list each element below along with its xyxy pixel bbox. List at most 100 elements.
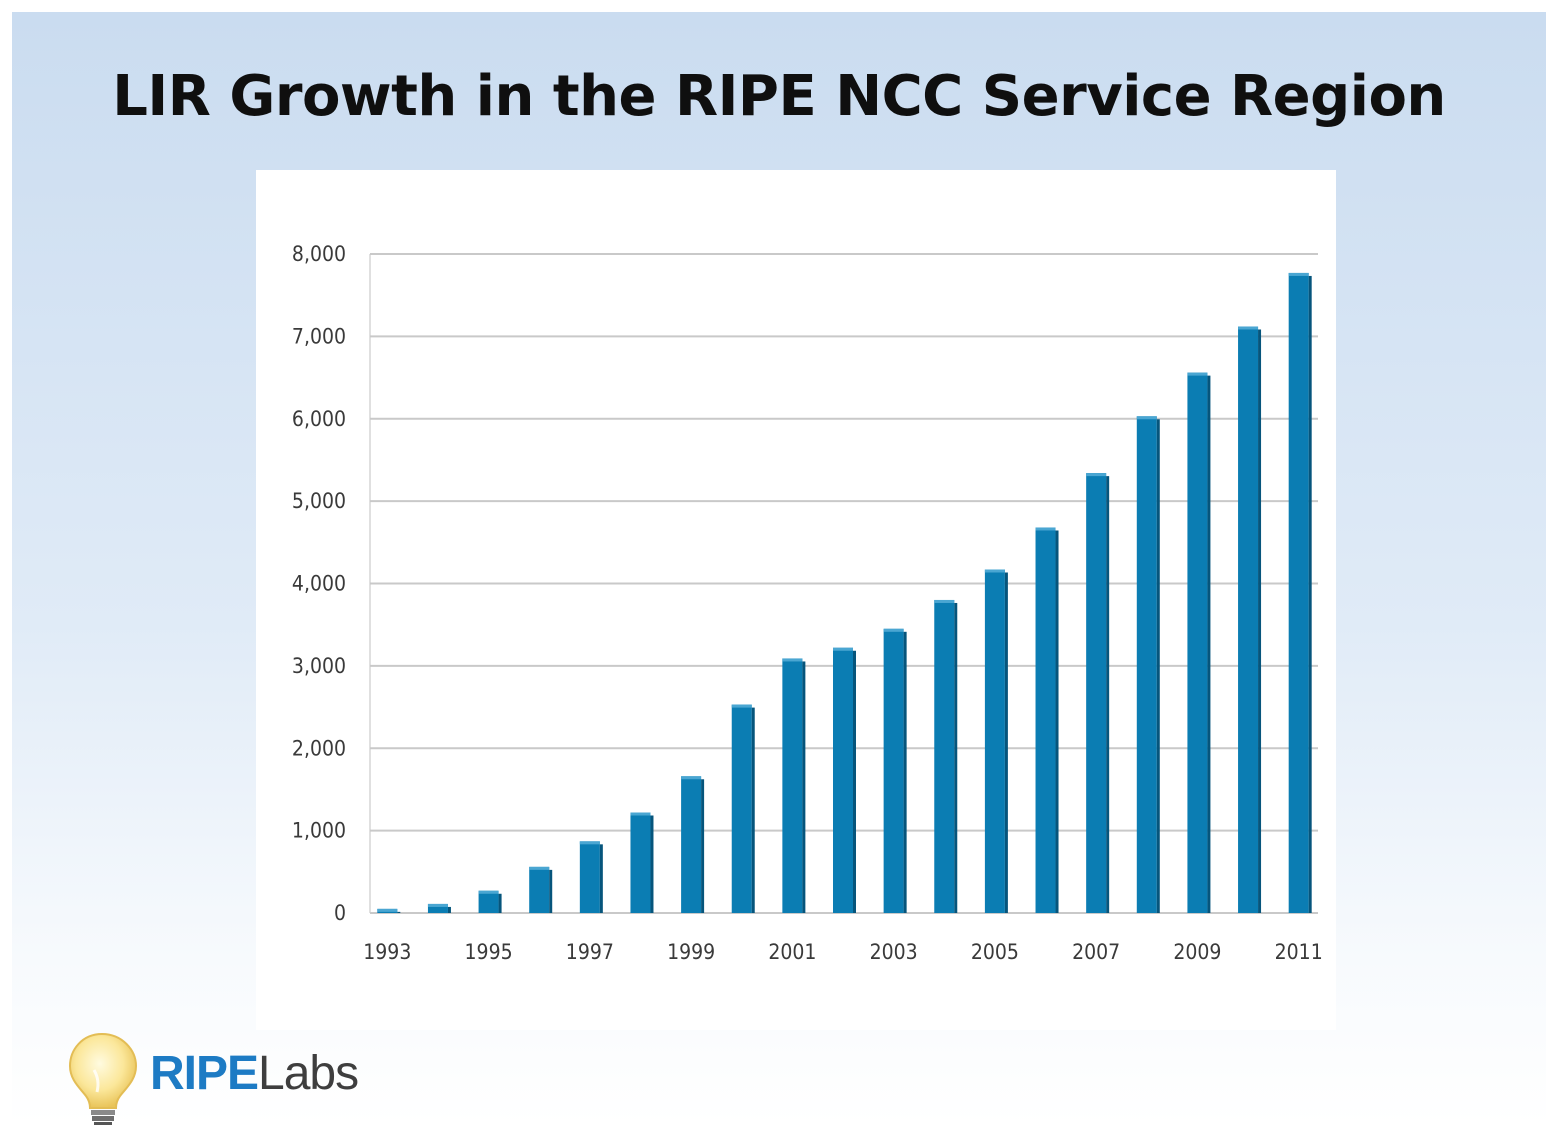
logo-product: Labs (258, 1047, 359, 1100)
bar (883, 628, 907, 913)
bar-top (478, 890, 499, 894)
bar-side (1207, 375, 1211, 913)
x-tick-label: 1995 (465, 940, 513, 964)
bar-side (903, 631, 907, 913)
x-axis-tick-labels: 1993 1995 1997 1999 2001 2003 2005 2007 2009 2011 (363, 940, 1322, 964)
bar (731, 704, 755, 913)
bar-top (681, 776, 702, 780)
y-tick-label: 8,000 (292, 242, 346, 266)
slide: LIR Growth in the RIPE NCC Service Regio… (12, 12, 1546, 1125)
bar-face (782, 658, 803, 913)
y-tick-label: 1,000 (292, 819, 346, 843)
bar-side (599, 844, 603, 913)
bar-side (1055, 530, 1059, 913)
bar (427, 903, 451, 913)
bar-side (1004, 572, 1008, 913)
bar-top (1035, 527, 1056, 531)
bar (377, 908, 401, 913)
bar-face (579, 841, 600, 913)
bar (630, 812, 654, 913)
x-tick-label: 2011 (1275, 940, 1323, 964)
chart-panel: 0 1,000 2,000 3,000 4,000 5,000 6,000 7,000 8,00… (256, 170, 1336, 1030)
y-tick-label: 6,000 (292, 407, 346, 431)
bar-top (1187, 372, 1208, 376)
bar (934, 599, 958, 913)
y-tick-label: 5,000 (292, 489, 346, 513)
bar (1086, 473, 1110, 913)
bar (681, 776, 705, 913)
bar-chart: 0 1,000 2,000 3,000 4,000 5,000 6,000 7,000 8,00… (292, 242, 1323, 964)
bar-face (1086, 473, 1107, 913)
bar (579, 841, 603, 913)
bar-top (731, 704, 752, 708)
bar-face (883, 628, 904, 913)
x-tick-label: 2009 (1173, 940, 1221, 964)
logo-brand: RIPE (150, 1047, 259, 1100)
bar-side (954, 602, 958, 913)
bar-side (701, 779, 705, 913)
bar-top (984, 569, 1005, 573)
bar-face (1238, 326, 1259, 913)
x-tick-label: 1999 (667, 940, 715, 964)
x-tick-label: 1997 (566, 940, 614, 964)
bar-face (1035, 527, 1056, 913)
y-tick-label: 7,000 (292, 324, 346, 348)
y-tick-label: 0 (334, 901, 346, 925)
bar-face (1136, 416, 1157, 913)
bar-face (833, 647, 853, 913)
ripe-labs-logo: RIPELabs (64, 1030, 424, 1125)
bar-side (549, 869, 553, 913)
bar (1288, 272, 1312, 913)
bar-face (934, 599, 955, 913)
bar (1238, 326, 1262, 913)
y-tick-label: 2,000 (292, 736, 346, 760)
bar-face (630, 812, 651, 913)
bar-top (427, 903, 448, 907)
x-tick-label: 2003 (870, 940, 918, 964)
bars (377, 272, 1312, 913)
bar-side (397, 911, 401, 913)
x-tick-label: 2001 (768, 940, 816, 964)
bar-face (1187, 372, 1208, 913)
bar (1035, 527, 1059, 913)
bar (1136, 416, 1160, 913)
bar-side (853, 650, 856, 913)
bar-top (782, 658, 803, 662)
bar-top (630, 812, 651, 816)
bar-face (478, 890, 499, 913)
bar-side (447, 906, 451, 913)
bar-face (529, 866, 550, 913)
bar-top (1086, 473, 1107, 477)
y-axis-tick-labels: 0 1,000 2,000 3,000 4,000 5,000 6,000 7,000 8,00… (292, 242, 346, 925)
bar (782, 658, 806, 913)
bar-top (934, 599, 955, 603)
bar-top (1288, 272, 1309, 276)
bar-top (529, 866, 550, 870)
bar (984, 569, 1008, 913)
bar (1187, 372, 1211, 913)
bar-side (802, 661, 806, 913)
lightbulb-icon (68, 1032, 138, 1125)
x-tick-label: 2007 (1072, 940, 1120, 964)
bar-face (1288, 272, 1309, 913)
bar-face (427, 903, 448, 913)
bar-top (579, 841, 600, 845)
bar-top (1136, 416, 1157, 420)
bar-side (498, 893, 502, 913)
y-tick-label: 3,000 (292, 654, 346, 678)
logo-wordmark: RIPELabs (150, 1046, 359, 1101)
bar-side (1308, 275, 1312, 913)
chart-title: LIR Growth in the RIPE NCC Service Regio… (112, 64, 1446, 129)
bar-face (984, 569, 1005, 913)
bar-side (1156, 419, 1160, 913)
bar-top (1238, 326, 1259, 330)
bar-top (883, 628, 904, 632)
bar (833, 647, 856, 913)
bar-face (681, 776, 702, 913)
bar-side (751, 707, 755, 913)
bar-side (1258, 329, 1262, 913)
bar-face (731, 704, 752, 913)
y-tick-label: 4,000 (292, 572, 346, 596)
bar-side (1106, 476, 1110, 913)
bar-top (377, 908, 398, 912)
